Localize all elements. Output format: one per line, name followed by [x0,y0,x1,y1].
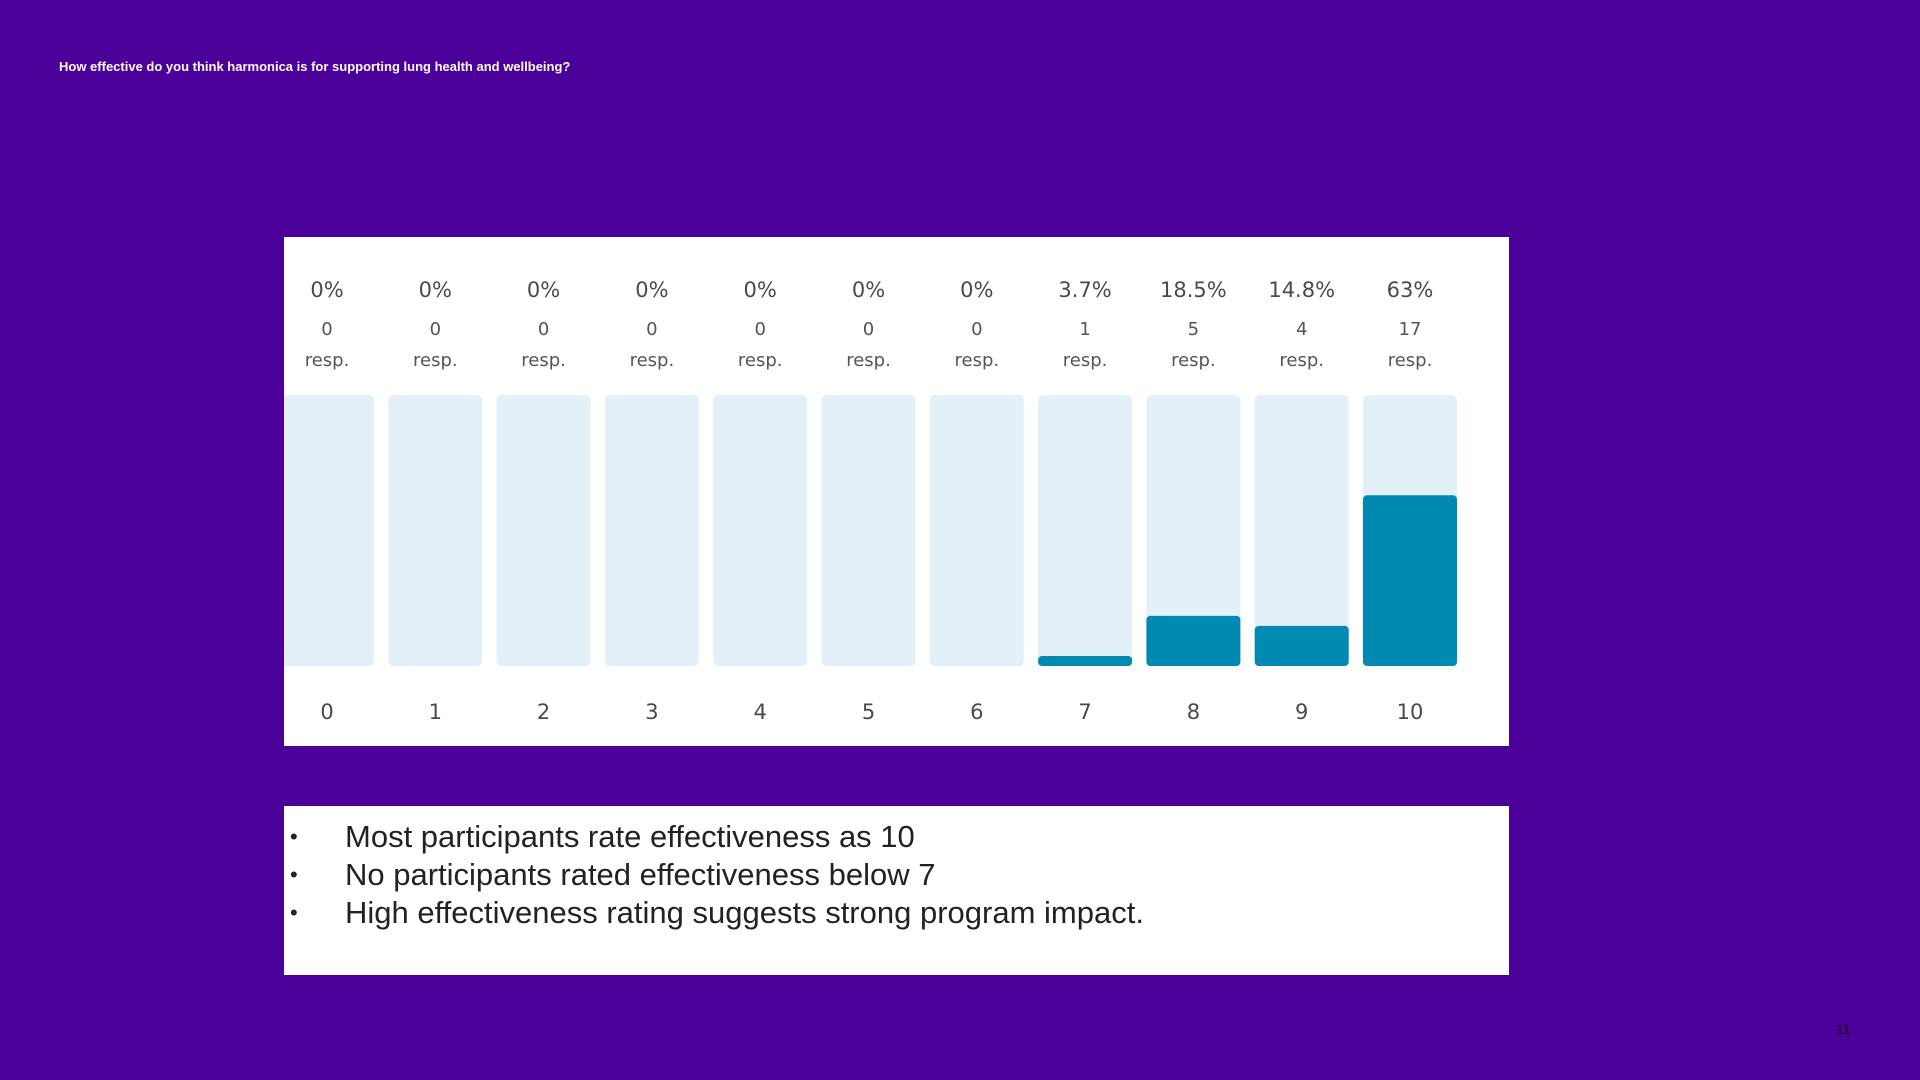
response-count-label: 0 [971,319,982,340]
response-unit-label: resp. [1063,350,1108,371]
category-label: 5 [862,700,875,724]
bullet-dot-icon: • [290,900,298,925]
response-count-label: 0 [863,319,874,340]
percent-label: 0% [527,278,560,302]
response-count-label: 0 [754,319,765,340]
category-label: 3 [645,700,658,724]
response-count-label: 5 [1188,319,1199,340]
bar-track [821,395,916,666]
bullet-text: No participants rated effectiveness belo… [345,857,936,892]
bullet-list: • Most participants rate effectiveness as… [284,818,1509,932]
category-label: 6 [970,700,983,724]
percent-label: 18.5% [1160,278,1227,302]
page-number: 11 [1836,1021,1851,1037]
bar-fill [1254,625,1349,666]
response-unit-label: resp. [1171,350,1216,371]
response-unit-label: resp. [1279,350,1324,371]
response-count-label: 17 [1399,319,1422,340]
slide-title: How effective do you think harmonica is … [59,59,571,74]
category-label: 9 [1295,700,1308,724]
category-label: 2 [537,700,550,724]
bar-track [1254,395,1349,666]
bar-track [1146,395,1241,666]
response-count-label: 1 [1079,319,1090,340]
response-count-label: 0 [430,319,441,340]
bullet-item: • No participants rated effectiveness bel… [284,856,1509,894]
bar-track [604,395,699,666]
bullet-item: • Most participants rate effectiveness as… [284,818,1509,856]
category-label: 10 [1397,700,1424,724]
category-label: 4 [754,700,767,724]
percent-label: 0% [419,278,452,302]
response-count-label: 0 [646,319,657,340]
bar-track [1038,395,1133,666]
category-label: 1 [429,700,442,724]
percent-label: 0% [744,278,777,302]
bar-chart: 0% 0 resp. 0 0% 0 resp. 1 0% 0 resp. 2 0% 0 resp. 3 0% 0 r… [284,278,1457,724]
percent-label: 0% [310,278,343,302]
response-unit-label: resp. [413,350,458,371]
response-unit-label: resp. [305,350,350,371]
response-count-label: 4 [1296,319,1307,340]
response-unit-label: resp. [630,350,675,371]
bar-fill [1363,495,1457,666]
notes-panel: • Most participants rate effectiveness as… [284,806,1509,975]
chart-panel: 0% 0 resp. 0 0% 0 resp. 1 0% 0 resp. 2 0% 0 resp. 3 0% 0 r… [284,237,1509,746]
percent-label: 3.7% [1058,278,1111,302]
bullet-item: • High effectiveness rating suggests stro… [284,894,1509,932]
response-count-label: 0 [321,319,332,340]
percent-label: 0% [960,278,993,302]
response-unit-label: resp. [846,350,891,371]
bullet-dot-icon: • [290,862,298,887]
response-unit-label: resp. [1388,350,1433,371]
percent-label: 63% [1387,278,1434,302]
bar-track [713,395,808,666]
percent-label: 0% [635,278,668,302]
percent-label: 0% [852,278,885,302]
response-unit-label: resp. [521,350,566,371]
bullet-text: Most participants rate effectiveness as … [345,819,915,854]
category-label: 0 [320,700,333,724]
category-label: 8 [1187,700,1200,724]
bar-track [929,395,1024,666]
bar-track [388,395,483,666]
bar-track [284,395,374,666]
response-unit-label: resp. [954,350,999,371]
category-label: 7 [1078,700,1091,724]
bar-fill [1146,615,1241,666]
bullet-text: High effectiveness rating suggests stron… [345,895,1144,930]
bar-fill [1038,655,1133,666]
bar-track [496,395,591,666]
bullet-dot-icon: • [290,824,298,849]
response-count-label: 0 [538,319,549,340]
percent-label: 14.8% [1268,278,1335,302]
response-unit-label: resp. [738,350,783,371]
